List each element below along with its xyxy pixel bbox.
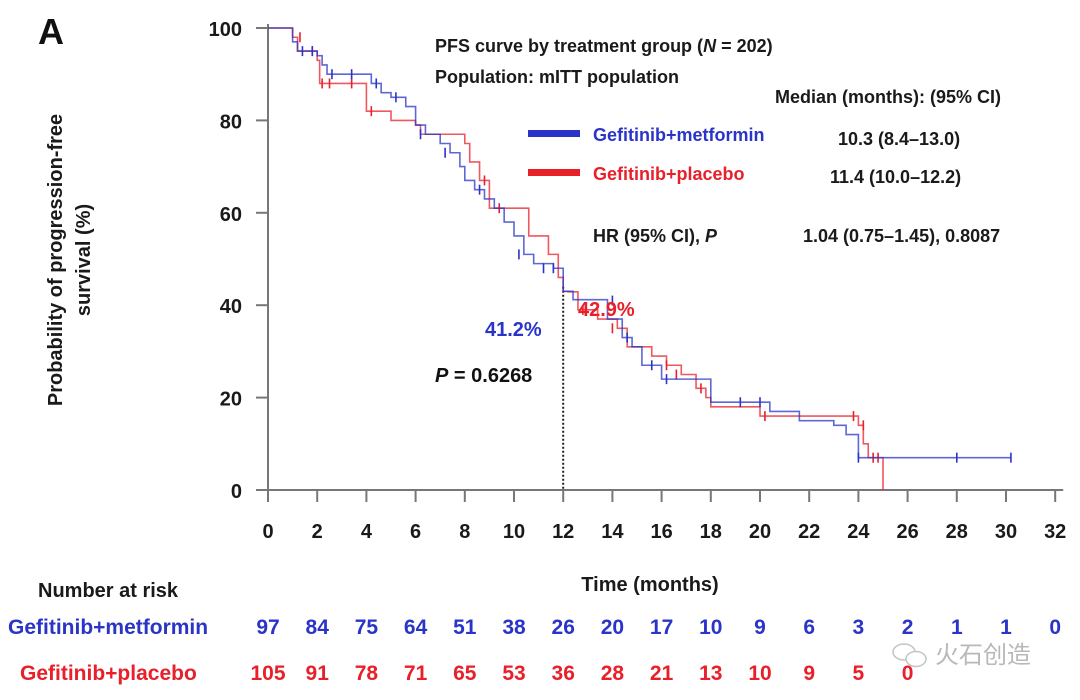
risk-value: 78 xyxy=(355,662,379,685)
legend-swatch-placebo xyxy=(528,169,580,176)
chart-subtitle: Population: mITT population xyxy=(435,67,679,87)
risk-value: 5 xyxy=(853,662,865,685)
y-axis-label-line1: Probability of progression-free xyxy=(45,114,67,406)
curve-metformin xyxy=(268,27,1012,463)
landmark-p-value: P = 0.6268 xyxy=(435,365,532,387)
risk-value: 75 xyxy=(355,616,379,639)
x-ticks: 0 2 4 6 8 10 12 14 16 18 20 22 24 26 28 30 32 xyxy=(262,490,1066,543)
risk-table-title: Number at risk xyxy=(38,580,179,602)
x-tick-label: 16 xyxy=(650,521,672,543)
risk-value: 91 xyxy=(306,662,330,685)
risk-value: 9 xyxy=(754,616,766,639)
x-tick-label: 18 xyxy=(700,521,722,543)
x-tick-label: 12 xyxy=(552,521,574,543)
chart-title: PFS curve by treatment group (N = 202) xyxy=(435,36,773,56)
y-tick-label: 100 xyxy=(209,19,242,41)
risk-row-label-placebo: Gefitinib+placebo xyxy=(20,662,197,685)
legend-label-metformin: Gefitinib+metformin xyxy=(593,125,765,145)
x-tick-label: 8 xyxy=(459,521,470,543)
risk-value: 21 xyxy=(650,662,674,685)
median-metformin: 10.3 (8.4–13.0) xyxy=(838,129,960,149)
x-tick-label: 22 xyxy=(798,521,820,543)
landmark-label-metformin: 41.2% xyxy=(485,319,542,341)
risk-value: 65 xyxy=(453,662,477,685)
survival-curves xyxy=(268,27,1012,490)
risk-row-label-metformin: Gefitinib+metformin xyxy=(8,616,208,639)
y-axis-label-line2: survival (%) xyxy=(73,204,95,316)
median-header: Median (months): (95% CI) xyxy=(775,87,1001,107)
risk-value: 28 xyxy=(601,662,625,685)
watermark-text: 火石创造 xyxy=(935,641,1031,669)
risk-value: 64 xyxy=(404,616,428,639)
risk-value: 105 xyxy=(250,662,285,685)
x-axis-label: Time (months) xyxy=(581,574,718,596)
risk-value: 3 xyxy=(853,616,865,639)
wechat-icon xyxy=(892,643,927,668)
x-tick-label: 14 xyxy=(601,521,624,543)
risk-value: 97 xyxy=(256,616,279,639)
watermark: 火石创造 xyxy=(892,641,1031,669)
risk-value: 0 xyxy=(902,662,914,685)
x-tick-label: 32 xyxy=(1044,521,1066,543)
hr-value: 1.04 (0.75–1.45), 0.8087 xyxy=(803,226,1000,246)
legend-swatch-metformin xyxy=(528,130,580,137)
risk-value: 1 xyxy=(1000,616,1012,639)
landmark-label-placebo: 42.9% xyxy=(578,299,635,321)
y-tick-label: 20 xyxy=(220,389,242,411)
risk-value: 10 xyxy=(699,616,722,639)
legend-label-placebo: Gefitinib+placebo xyxy=(593,164,745,184)
risk-value: 6 xyxy=(803,616,815,639)
x-tick-label: 26 xyxy=(896,521,918,543)
km-step-line xyxy=(268,27,1011,459)
risk-value: 13 xyxy=(699,662,722,685)
x-tick-label: 0 xyxy=(262,521,273,543)
y-ticks: 0 20 40 60 80 100 xyxy=(209,19,268,503)
risk-value: 10 xyxy=(748,662,771,685)
median-placebo: 11.4 (10.0–12.2) xyxy=(830,167,961,187)
x-tick-label: 4 xyxy=(361,521,373,543)
panel-label: A xyxy=(38,11,64,52)
risk-value: 71 xyxy=(404,662,428,685)
x-tick-label: 6 xyxy=(410,521,421,543)
y-axis-label: Probability of progression-free survival… xyxy=(45,114,95,406)
x-tick-label: 2 xyxy=(312,521,323,543)
risk-value: 2 xyxy=(902,616,914,639)
hr-label: HR (95% CI), P xyxy=(593,226,718,246)
risk-value: 26 xyxy=(552,616,575,639)
y-tick-label: 60 xyxy=(220,204,242,226)
risk-value: 51 xyxy=(453,616,477,639)
y-tick-label: 0 xyxy=(231,481,242,503)
y-tick-label: 80 xyxy=(220,111,242,133)
risk-value: 38 xyxy=(502,616,526,639)
risk-value: 20 xyxy=(601,616,624,639)
y-tick-label: 40 xyxy=(220,296,242,318)
risk-value: 36 xyxy=(552,662,575,685)
risk-value: 0 xyxy=(1049,616,1061,639)
risk-value: 9 xyxy=(803,662,815,685)
risk-value: 1 xyxy=(951,616,963,639)
x-tick-label: 28 xyxy=(946,521,968,543)
risk-value: 17 xyxy=(650,616,673,639)
x-tick-label: 30 xyxy=(995,521,1017,543)
risk-value: 84 xyxy=(306,616,330,639)
x-tick-label: 20 xyxy=(749,521,771,543)
x-tick-label: 24 xyxy=(847,521,870,543)
x-tick-label: 10 xyxy=(503,521,525,543)
risk-value: 53 xyxy=(502,662,525,685)
